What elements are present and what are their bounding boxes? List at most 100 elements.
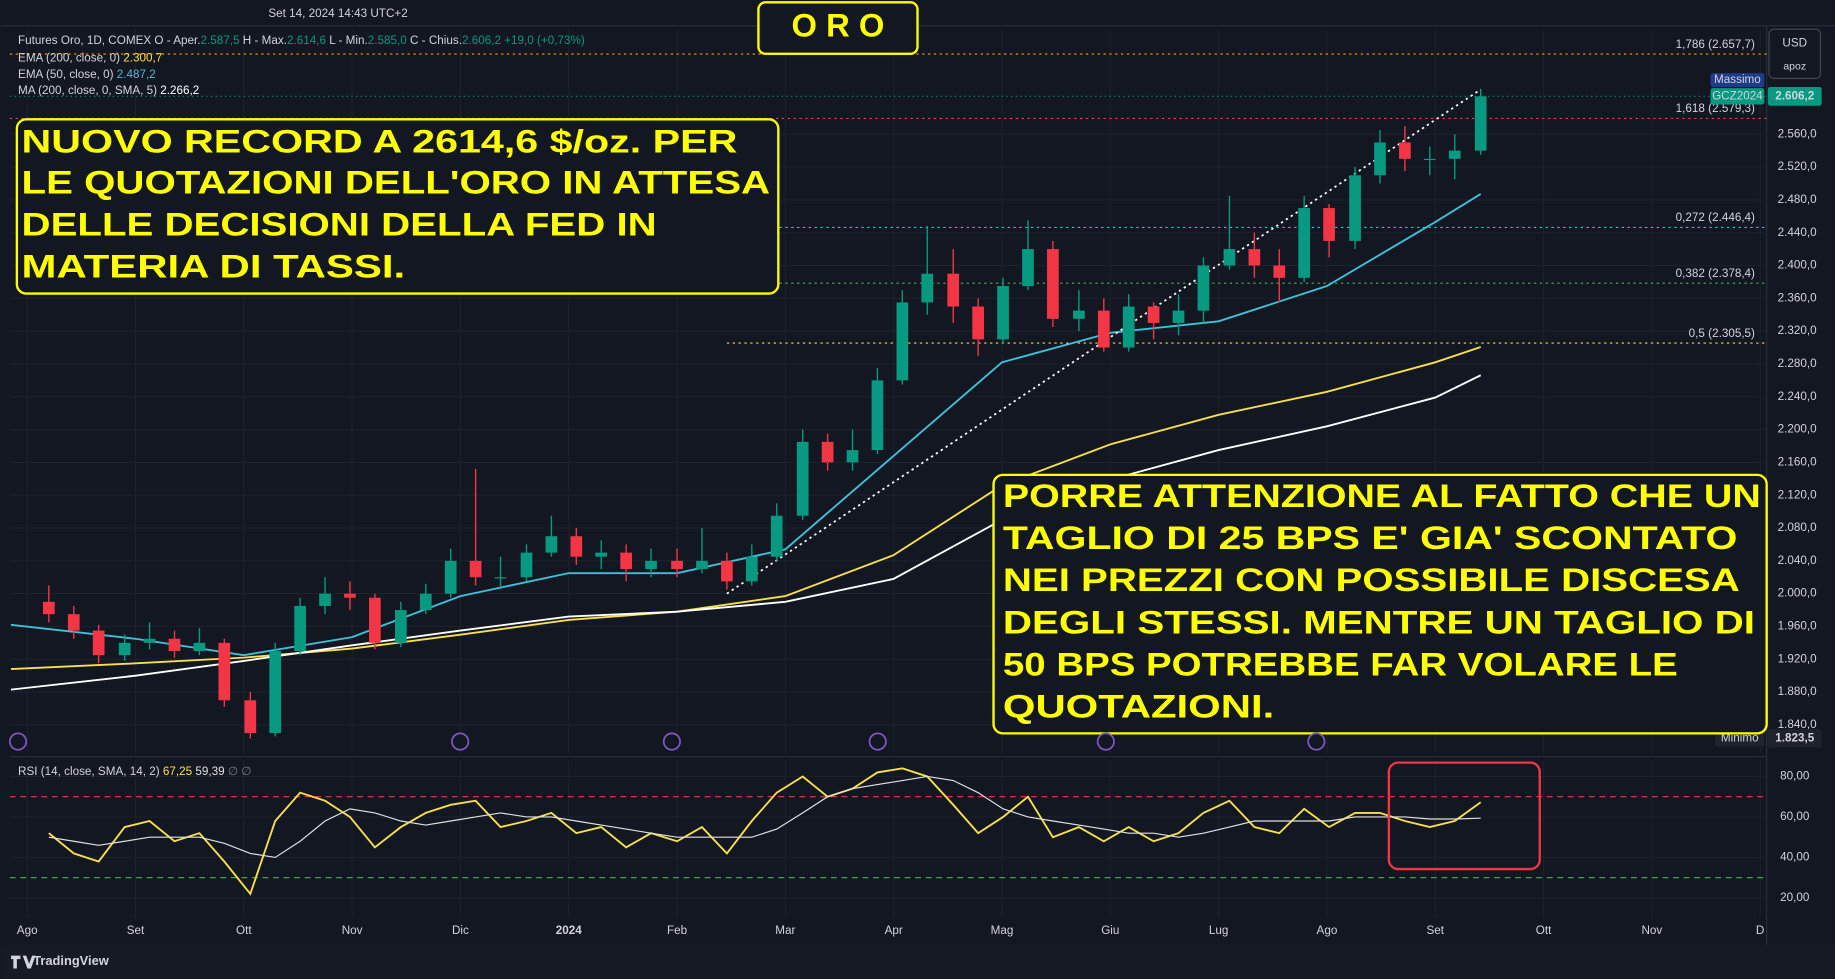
rsi-value: 67,25 (163, 765, 193, 778)
y-tick-label: 2.440,0 (1778, 226, 1817, 239)
high-badge (1710, 73, 1765, 88)
legend-low-label: L - Min. (329, 34, 368, 47)
rsi-highlight (1387, 761, 1541, 871)
indicator-name: EMA (50, close, 0) (18, 68, 114, 81)
candle-body (469, 560, 482, 578)
legend-open: 2.587,5 (201, 34, 240, 47)
candle-body (67, 614, 80, 631)
candle-body (294, 605, 306, 652)
x-tick-label: Set (127, 924, 145, 937)
candle-body (620, 552, 632, 570)
y-tick-label: 2.360,0 (1778, 291, 1817, 304)
x-tick-label: Nov (1641, 924, 1662, 937)
rsi-legend: RSI (14, close, SMA, 14, 2) 67,25 59,39 … (18, 765, 251, 778)
event-icon[interactable] (1096, 732, 1115, 751)
candle-body (1172, 310, 1185, 323)
y-tick-label: 2.000,0 (1778, 587, 1817, 600)
candle-body (1349, 175, 1361, 241)
y-tick-label: 1.840,0 (1778, 718, 1817, 731)
legend-close-label: C - Chius. (410, 34, 462, 47)
candle-body (1448, 150, 1461, 159)
unit: apoz (1783, 60, 1806, 72)
candle-body (1073, 310, 1085, 319)
y-tick-label: 2.520,0 (1778, 160, 1817, 173)
candle-body (520, 552, 533, 578)
indicator-legend: MA (200, close, 0, SMA, 5) 2.266,2 (18, 84, 199, 97)
legend-change: +19,0 (+0,73%) (504, 34, 585, 47)
candle-body (218, 642, 231, 701)
event-icon[interactable] (662, 732, 681, 751)
candle-body (1022, 249, 1034, 287)
candle-body (1248, 249, 1261, 266)
candle-body (721, 560, 733, 582)
x-tick-label: Ott (236, 924, 252, 937)
y-tick-label: 2.560,0 (1778, 127, 1817, 140)
x-tick-label: Nov (342, 924, 363, 937)
candle-body (545, 536, 558, 553)
annotation-line: NEI PREZZI CON POSSIBILE DISCESA (1003, 561, 1740, 598)
x-tick-label: Set (1426, 924, 1444, 937)
candle-body (1323, 208, 1335, 241)
legend-symbol: Futures Oro, 1D, COMEX (18, 34, 151, 47)
candle-body (595, 552, 608, 557)
indicator-value: 2.266,2 (160, 84, 199, 97)
event-icons (8, 732, 1326, 751)
timestamp: Set 14, 2024 14:43 UTC+2 (268, 7, 407, 20)
chart-title: O R O (792, 7, 885, 44)
candle-body (1047, 249, 1059, 319)
event-icon[interactable] (451, 732, 470, 751)
indicator-name: EMA (200, close, 0) (18, 52, 120, 65)
candle-body (244, 700, 257, 734)
y-tick-label: 1.920,0 (1778, 652, 1817, 665)
x-tick-label: Mag (991, 924, 1014, 937)
logo (11, 955, 36, 969)
event-icon[interactable] (868, 732, 887, 751)
candle-body (896, 302, 909, 381)
plot-area: 1,786 (2.657,7) 1,618 (2.579,3) 0,272 (2.4… (9, 38, 1767, 896)
annotation-line: NUOVO RECORD A 2614,6 $/oz. PER (22, 123, 738, 160)
candle-body (696, 560, 708, 570)
price-label: 2.606,2 (1775, 89, 1814, 102)
rsi-tick-label: 40,00 (1780, 851, 1810, 864)
x-tick-label: Dic (452, 924, 469, 937)
event-icon[interactable] (1307, 732, 1326, 751)
candle-body (118, 642, 131, 656)
indicator-name: MA (200, close, 0, SMA, 5) (18, 84, 157, 97)
legend-row: Futures Oro, 1D, COMEX O - Aper.2.587,5 … (18, 34, 585, 47)
candle-body (1197, 265, 1210, 311)
candle-body (1399, 142, 1411, 159)
rsi-line (48, 767, 1482, 896)
legend-low: 2.585,0 (368, 34, 407, 47)
event-icon[interactable] (8, 732, 28, 751)
annotation-line: PORRE ATTENZIONE AL FATTO CHE UN (1003, 477, 1761, 514)
low-value-badge (1767, 729, 1822, 748)
candle-body (269, 651, 282, 734)
annotation-line: 50 BPS POTREBBE FAR VOLARE LE (1003, 645, 1678, 682)
candle-body (143, 638, 156, 643)
annotation-line: TAGLIO DI 25 BPS E' GIA' SCONTATO (1003, 519, 1738, 556)
candle-body (92, 630, 105, 656)
x-tick-label: Feb (667, 924, 688, 937)
annotation-line: DEGLI STESSI. MENTRE UN TAGLIO DI (1003, 603, 1755, 640)
y-tick-label: 2.080,0 (1778, 521, 1817, 534)
annotation-line: DELLE DECISIONI DELLA FED IN (22, 206, 657, 243)
x-tick-label: Giu (1101, 924, 1119, 937)
fib-label: 1,618 (2.579,3) (1676, 102, 1755, 115)
candle-body (846, 450, 859, 463)
price-badge (1767, 86, 1822, 106)
annotation-box (15, 118, 780, 295)
rsi-tick-label: 80,00 (1780, 770, 1810, 783)
currency-box[interactable] (1768, 28, 1822, 79)
candle-body (1097, 310, 1110, 348)
fib-label: 0,382 (2.378,4) (1676, 267, 1755, 280)
rsi-extra: ∅ ∅ (228, 765, 252, 778)
legend-high-label: H - Max. (243, 34, 287, 47)
indicator-legend: EMA (50, close, 0) 2.487,2 (18, 68, 156, 81)
indicator-line (10, 193, 1482, 657)
y-tick-label: 2.280,0 (1778, 357, 1817, 370)
legend-high: 2.614,6 (287, 34, 326, 47)
overlay: Set 14, 2024 14:43 UTC+2 O R O Futures O… (8, 1, 1822, 969)
indicator-value: 2.300,7 (123, 52, 162, 65)
rsi-tick-label: 60,00 (1780, 810, 1810, 823)
